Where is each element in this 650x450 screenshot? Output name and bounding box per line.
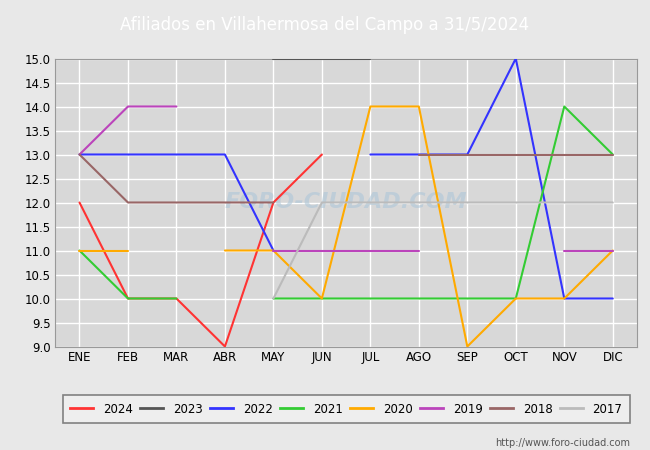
- Text: FORO-CIUDAD.COM: FORO-CIUDAD.COM: [225, 193, 467, 212]
- Legend: 2024, 2023, 2022, 2021, 2020, 2019, 2018, 2017: 2024, 2023, 2022, 2021, 2020, 2019, 2018…: [62, 396, 630, 423]
- Text: Afiliados en Villahermosa del Campo a 31/5/2024: Afiliados en Villahermosa del Campo a 31…: [120, 16, 530, 34]
- Text: http://www.foro-ciudad.com: http://www.foro-ciudad.com: [495, 438, 630, 448]
